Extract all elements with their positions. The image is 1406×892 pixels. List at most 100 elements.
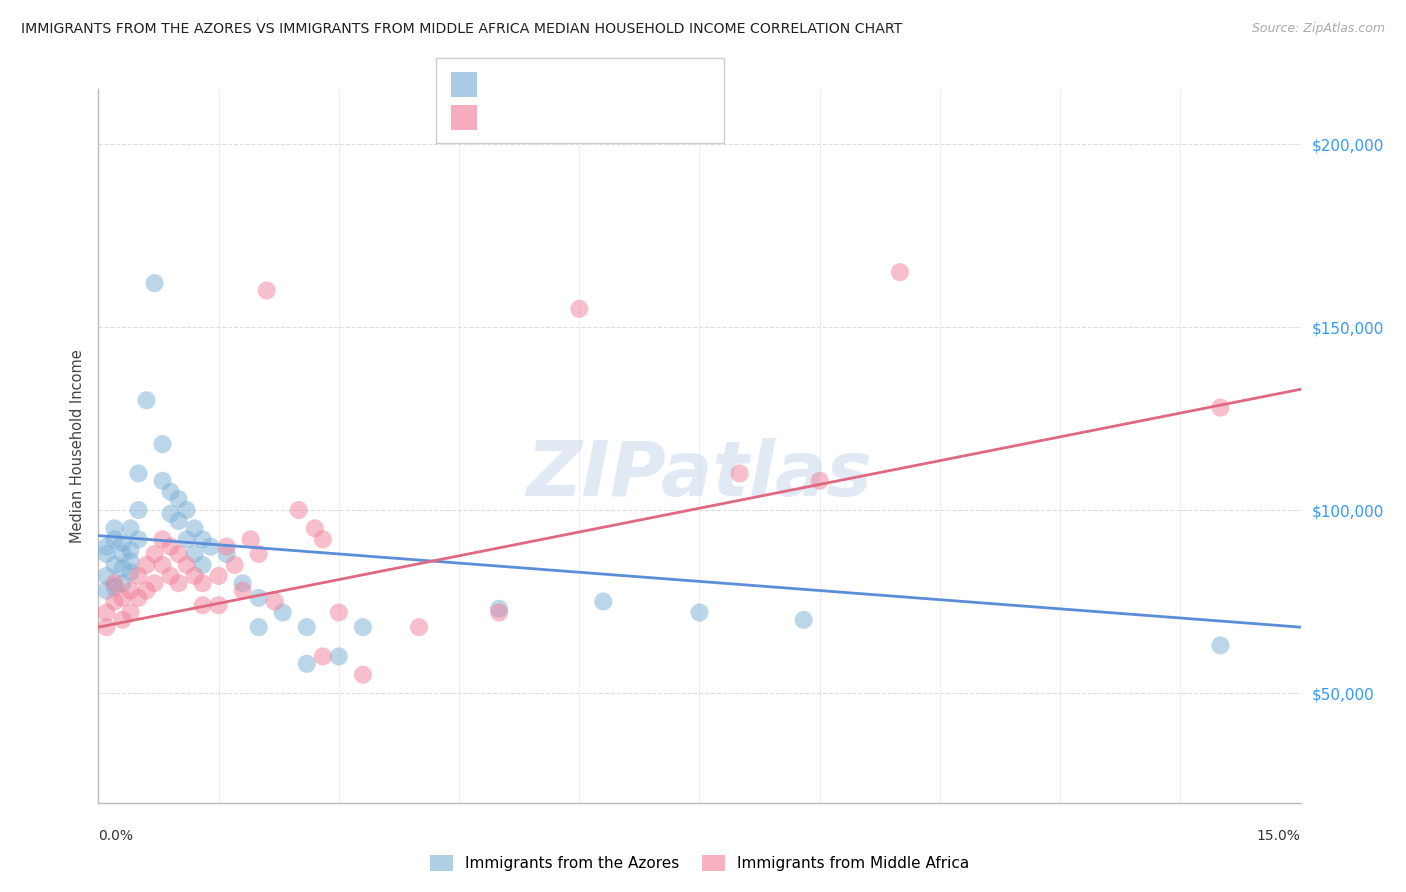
Point <box>128 503 150 517</box>
Point <box>247 620 270 634</box>
Point <box>304 521 326 535</box>
Point <box>208 569 231 583</box>
Point <box>152 533 174 547</box>
Point <box>120 566 142 580</box>
Point <box>568 301 591 316</box>
Point <box>689 606 711 620</box>
Point <box>295 620 318 634</box>
Point <box>247 591 270 605</box>
Point <box>191 558 214 572</box>
Point <box>103 580 125 594</box>
Text: 45: 45 <box>620 110 641 125</box>
Point <box>183 569 205 583</box>
Point <box>103 558 125 572</box>
Point <box>352 620 374 634</box>
Point <box>143 276 166 290</box>
Point <box>592 594 614 608</box>
Point <box>167 547 190 561</box>
Point <box>143 547 166 561</box>
Point <box>120 554 142 568</box>
Point <box>256 284 278 298</box>
Text: N =: N = <box>586 110 620 125</box>
Point <box>889 265 911 279</box>
Point <box>120 583 142 598</box>
Point <box>183 547 205 561</box>
Text: 0.576: 0.576 <box>522 110 575 125</box>
Point <box>128 533 150 547</box>
Point <box>808 474 831 488</box>
Point <box>328 606 350 620</box>
Point <box>176 533 198 547</box>
Point <box>111 561 134 575</box>
Point <box>271 606 294 620</box>
Point <box>232 576 254 591</box>
Point <box>128 591 150 605</box>
Point <box>247 547 270 561</box>
Point <box>111 547 134 561</box>
Point <box>191 576 214 591</box>
Point <box>263 594 285 608</box>
Y-axis label: Median Household Income: Median Household Income <box>69 349 84 543</box>
Text: ZIPatlas: ZIPatlas <box>526 438 873 511</box>
Point <box>328 649 350 664</box>
Point <box>232 583 254 598</box>
Point <box>239 533 262 547</box>
Point <box>312 533 335 547</box>
Point <box>488 602 510 616</box>
Point <box>111 591 134 605</box>
Point <box>152 474 174 488</box>
Point <box>103 576 125 591</box>
Point <box>111 536 134 550</box>
Point <box>167 514 190 528</box>
Point <box>135 558 157 572</box>
Point <box>215 547 238 561</box>
Point <box>159 507 181 521</box>
Point <box>96 547 118 561</box>
Point <box>200 540 222 554</box>
Point <box>128 569 150 583</box>
Legend: Immigrants from the Azores, Immigrants from Middle Africa: Immigrants from the Azores, Immigrants f… <box>423 849 976 877</box>
Point <box>96 606 118 620</box>
Point <box>103 533 125 547</box>
Point <box>408 620 430 634</box>
Point <box>152 558 174 572</box>
Point <box>167 576 190 591</box>
Text: -0.175: -0.175 <box>522 77 576 92</box>
Text: Source: ZipAtlas.com: Source: ZipAtlas.com <box>1251 22 1385 36</box>
Text: IMMIGRANTS FROM THE AZORES VS IMMIGRANTS FROM MIDDLE AFRICA MEDIAN HOUSEHOLD INC: IMMIGRANTS FROM THE AZORES VS IMMIGRANTS… <box>21 22 903 37</box>
Point <box>111 576 134 591</box>
Point <box>159 569 181 583</box>
Text: 48: 48 <box>620 77 641 92</box>
Point <box>295 657 318 671</box>
Text: 15.0%: 15.0% <box>1257 829 1301 843</box>
Point <box>103 594 125 608</box>
Point <box>135 393 157 408</box>
Point <box>176 558 198 572</box>
Point <box>103 521 125 535</box>
Point <box>111 613 134 627</box>
Point <box>159 484 181 499</box>
Point <box>96 620 118 634</box>
Point <box>191 598 214 612</box>
Point <box>96 583 118 598</box>
Point <box>288 503 311 517</box>
Point <box>191 533 214 547</box>
Point <box>135 583 157 598</box>
Point <box>488 606 510 620</box>
Point <box>224 558 246 572</box>
Text: N =: N = <box>586 77 620 92</box>
Point <box>96 569 118 583</box>
Point <box>159 540 181 554</box>
Point <box>120 521 142 535</box>
Point <box>793 613 815 627</box>
Point <box>120 543 142 558</box>
Point <box>96 540 118 554</box>
Text: R =: R = <box>482 110 516 125</box>
Point <box>152 437 174 451</box>
Point <box>120 606 142 620</box>
Point <box>312 649 335 664</box>
Point <box>167 491 190 506</box>
Point <box>1209 401 1232 415</box>
Point <box>1209 639 1232 653</box>
Point <box>728 467 751 481</box>
